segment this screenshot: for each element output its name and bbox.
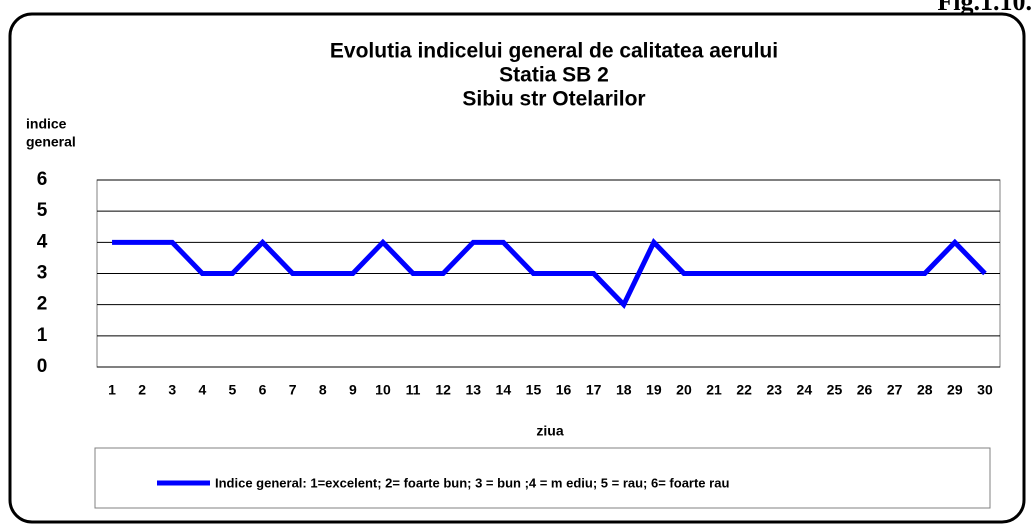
data-line <box>112 238 987 309</box>
x-tick-label: 14 <box>496 382 512 398</box>
x-tick-label: 18 <box>616 382 632 398</box>
x-tick-label: 6 <box>259 382 267 398</box>
x-tick-label: 23 <box>766 382 782 398</box>
legend-box <box>94 447 991 509</box>
chart-subtitle: Statia SB 2 <box>499 64 609 87</box>
x-tick-label: 21 <box>706 382 722 398</box>
x-tick-label: 7 <box>289 382 297 398</box>
y-tick-label: 0 <box>37 356 48 377</box>
x-tick-label: 17 <box>586 382 602 398</box>
x-tick-label: 16 <box>556 382 572 398</box>
x-tick-label: 20 <box>676 382 692 398</box>
x-tick-label: 4 <box>198 382 206 398</box>
y-axis-label: general <box>26 134 76 150</box>
y-tick-label: 6 <box>37 169 48 190</box>
x-tick-label: 26 <box>857 382 873 398</box>
x-tick-label: 3 <box>168 382 176 398</box>
x-tick-label: 10 <box>375 382 391 398</box>
chart-title: Evolutia indicelui general de calitatea … <box>330 40 778 63</box>
legend-label: Indice general: 1=excelent; 2= foarte bu… <box>215 475 729 490</box>
x-tick-label: 19 <box>646 382 662 398</box>
x-axis-label: ziua <box>536 423 563 439</box>
y-tick-label: 2 <box>37 294 48 315</box>
x-tick-label: 28 <box>917 382 933 398</box>
x-tick-label: 12 <box>435 382 451 398</box>
x-tick-label: 25 <box>827 382 843 398</box>
x-tick-label: 1 <box>108 382 116 398</box>
y-tick-label: 4 <box>37 231 48 252</box>
x-tick-label: 29 <box>947 382 963 398</box>
y-tick-label: 1 <box>37 325 48 346</box>
x-tick-label: 5 <box>229 382 237 398</box>
chart-subtitle: Sibiu str Otelarilor <box>462 88 645 111</box>
y-axis-label: indice <box>26 116 67 132</box>
x-tick-label: 13 <box>465 382 481 398</box>
x-tick-label: 24 <box>797 382 813 398</box>
figure-label: Fig.1.10. <box>937 0 1032 16</box>
x-tick-label: 15 <box>526 382 542 398</box>
x-tick-label: 11 <box>406 382 421 398</box>
y-tick-label: 5 <box>37 200 48 221</box>
y-tick-label: 3 <box>37 263 48 284</box>
x-tick-label: 30 <box>977 382 993 398</box>
x-tick-label: 22 <box>736 382 752 398</box>
x-tick-label: 27 <box>887 382 903 398</box>
x-tick-label: 8 <box>319 382 327 398</box>
x-tick-label: 2 <box>138 382 146 398</box>
x-tick-label: 9 <box>349 382 357 398</box>
